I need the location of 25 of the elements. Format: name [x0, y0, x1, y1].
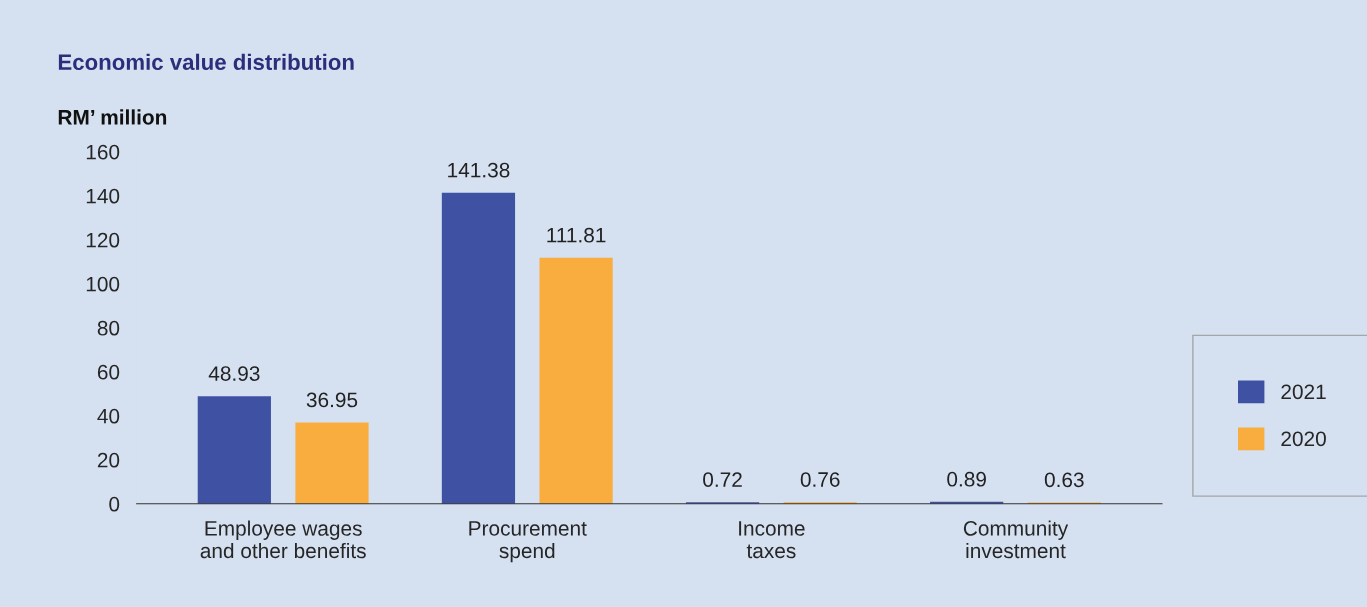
y-tick-label: 160: [86, 144, 120, 160]
legend-label: 2021: [1281, 384, 1326, 400]
data-label: 141.38: [448, 162, 510, 178]
legend-label: 2020: [1281, 431, 1326, 447]
y-tick-label: 80: [97, 320, 120, 336]
data-label: 111.81: [547, 227, 606, 243]
data-label: 0.72: [703, 472, 742, 487]
y-tick-label: 100: [86, 276, 120, 292]
x-tick-label: Procurement spend: [469, 521, 587, 563]
data-label: 36.95: [306, 392, 358, 408]
data-label: 48.93: [208, 366, 260, 381]
x-tick-label: Community investment: [963, 520, 1069, 559]
data-label: 0.76: [800, 472, 840, 487]
y-tick-label: 120: [86, 232, 120, 248]
chart-title: Economic value distribution: [58, 53, 354, 71]
data-label: 0.89: [947, 471, 986, 487]
x-tick-label: Employee wages and other benefits: [200, 520, 366, 559]
y-tick-label: 140: [86, 188, 120, 204]
y-tick-label: 0: [109, 496, 120, 512]
x-tick-label: Income taxes: [739, 521, 805, 559]
y-tick-label: 60: [97, 364, 120, 380]
y-tick-label: 40: [97, 408, 120, 424]
data-label: 0.63: [1044, 472, 1084, 488]
y-tick-label: 20: [97, 452, 120, 468]
y-axis-title: RM’ million: [58, 109, 167, 125]
